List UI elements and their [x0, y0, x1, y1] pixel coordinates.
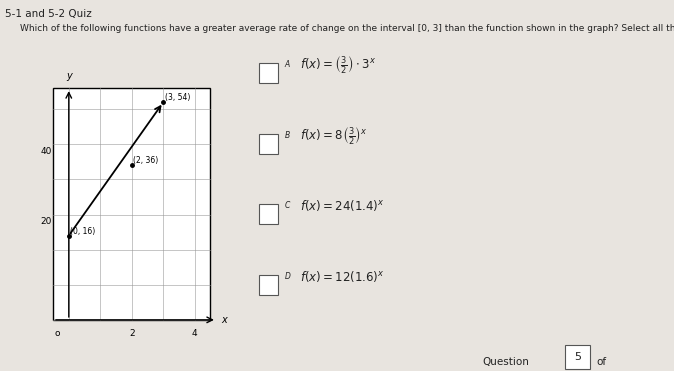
Text: $f(x) = \left(\frac{3}{2}\right) \cdot 3^x$: $f(x) = \left(\frac{3}{2}\right) \cdot 3… — [300, 55, 376, 75]
Text: 2: 2 — [129, 329, 135, 338]
Text: C: C — [284, 201, 290, 210]
Text: D: D — [284, 272, 290, 281]
Text: $f(x) = 8\left(\frac{3}{2}\right)^x$: $f(x) = 8\left(\frac{3}{2}\right)^x$ — [300, 125, 368, 146]
Text: Which of the following functions have a greater average rate of change on the in: Which of the following functions have a … — [20, 24, 674, 33]
Text: $f(x) = 24(1.4)^x$: $f(x) = 24(1.4)^x$ — [300, 198, 384, 213]
Text: 40: 40 — [40, 147, 51, 156]
Text: 4: 4 — [192, 329, 197, 338]
Text: o: o — [55, 329, 60, 338]
Text: x: x — [222, 315, 227, 325]
Text: of: of — [596, 357, 607, 367]
Text: (2, 36): (2, 36) — [133, 157, 158, 165]
Text: 20: 20 — [40, 217, 51, 226]
Text: Question: Question — [482, 357, 529, 367]
Bar — [53, 88, 210, 320]
Text: B: B — [284, 131, 290, 140]
Text: A: A — [284, 60, 290, 69]
Text: $f(x) = 12(1.6)^x$: $f(x) = 12(1.6)^x$ — [300, 269, 384, 284]
Text: 5: 5 — [574, 352, 581, 362]
Text: 5-1 and 5-2 Quiz: 5-1 and 5-2 Quiz — [5, 9, 92, 19]
Text: (3, 54): (3, 54) — [165, 93, 190, 102]
Text: y: y — [66, 71, 71, 81]
Text: (0, 16): (0, 16) — [70, 227, 96, 236]
